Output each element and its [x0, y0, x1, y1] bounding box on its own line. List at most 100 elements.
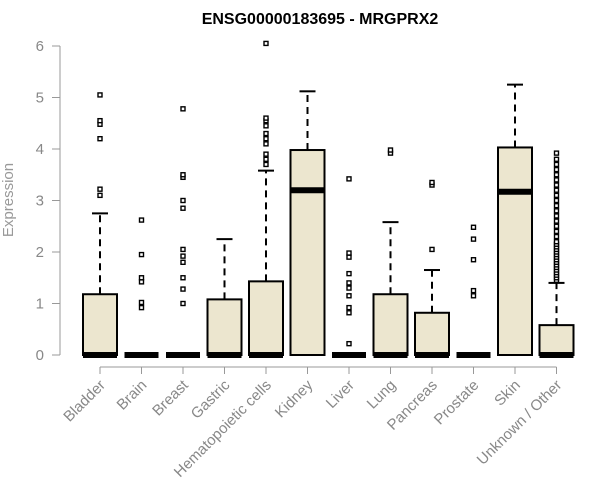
- outlier-point: [180, 253, 186, 259]
- box-body: [82, 293, 118, 357]
- chart-title: ENSG00000183695 - MRGPRX2: [202, 11, 439, 28]
- box-body: [372, 293, 409, 357]
- outlier-point: [387, 147, 394, 153]
- outlier-point: [97, 135, 103, 142]
- box-body: [289, 149, 326, 356]
- y-axis: 0 1 2 3 4 5 6: [36, 38, 61, 364]
- outlier-point: [346, 250, 352, 256]
- outlier-point: [138, 304, 145, 311]
- outlier-point: [553, 182, 560, 188]
- outlier-point: [553, 150, 560, 156]
- outlier-point: [346, 254, 352, 260]
- outlier-point: [553, 172, 560, 178]
- outlier-point: [553, 218, 560, 224]
- outlier-point: [263, 156, 269, 163]
- outlier-point: [180, 246, 186, 253]
- outlier-point: [429, 246, 435, 253]
- outlier-point: [553, 228, 560, 235]
- x-tick-label: Kidney: [272, 376, 317, 421]
- outlier-point: [346, 176, 352, 182]
- outlier-point: [553, 187, 560, 193]
- y-tick-label: 6: [36, 38, 44, 55]
- box-11: [497, 83, 533, 356]
- box-8: [372, 147, 409, 358]
- x-tick-label: Liver: [323, 377, 358, 412]
- y-tick-label: 4: [36, 141, 44, 158]
- outlier-point: [553, 161, 560, 168]
- box-series: [82, 40, 575, 358]
- box-6: [289, 90, 326, 356]
- outlier-point: [553, 156, 560, 163]
- outlier-point: [553, 177, 560, 183]
- box-7: [332, 176, 366, 358]
- outlier-point: [180, 205, 186, 211]
- outlier-point: [470, 224, 477, 230]
- box-1: [82, 92, 118, 358]
- box-body: [497, 146, 533, 356]
- outlier-point: [553, 223, 560, 229]
- box-body: [206, 298, 243, 357]
- outlier-point: [470, 293, 477, 299]
- box-10: [456, 224, 491, 358]
- outlier-point: [346, 280, 352, 286]
- outlier-point: [138, 217, 145, 223]
- outlier-point: [263, 141, 269, 147]
- outlier-point: [263, 151, 269, 157]
- box-9: [414, 179, 450, 358]
- x-tick-label: Brain: [114, 377, 151, 414]
- outlier-point: [346, 270, 352, 277]
- y-tick-label: 2: [36, 244, 44, 261]
- x-tick-label: Lung: [364, 377, 400, 413]
- outlier-point: [263, 40, 269, 47]
- outlier-point: [138, 279, 145, 285]
- outlier-point: [553, 166, 560, 173]
- outlier-point: [97, 192, 103, 199]
- y-axis-label: Expression: [0, 163, 17, 237]
- outlier-point: [263, 123, 269, 129]
- y-tick-label: 0: [36, 347, 44, 364]
- outlier-point: [346, 304, 352, 311]
- outlier-point: [97, 186, 103, 192]
- outlier-point: [553, 233, 560, 240]
- outlier-point: [97, 92, 103, 98]
- x-tick-label: Breast: [149, 376, 192, 419]
- y-tick-label: 1: [36, 296, 44, 313]
- outlier-point: [138, 275, 145, 281]
- outlier-point: [138, 299, 145, 306]
- outlier-point: [553, 238, 560, 245]
- outlier-point: [429, 179, 435, 186]
- outlier-point: [470, 287, 477, 294]
- x-tick-label: Bladder: [60, 377, 109, 426]
- outlier-point: [346, 340, 352, 347]
- outlier-point: [263, 161, 269, 168]
- y-tick-label: 3: [36, 193, 44, 210]
- box-2: [124, 217, 159, 358]
- outlier-point: [346, 293, 352, 299]
- outlier-point: [138, 251, 145, 258]
- outlier-point: [346, 310, 352, 316]
- y-tick-label: 5: [36, 90, 44, 107]
- box-body: [538, 324, 575, 357]
- outlier-point: [263, 115, 269, 121]
- x-tick-label: Skin: [491, 377, 524, 410]
- outlier-point: [553, 208, 560, 214]
- outlier-point: [346, 285, 352, 291]
- outlier-point: [180, 259, 186, 265]
- outlier-point: [553, 197, 560, 204]
- outlier-point: [470, 236, 477, 242]
- outlier-point: [263, 130, 269, 137]
- outlier-point: [180, 197, 186, 204]
- outlier-point: [180, 275, 186, 281]
- box-body: [414, 311, 450, 356]
- outlier-point: [553, 213, 560, 219]
- outlier-point: [180, 300, 186, 307]
- outlier-point: [180, 286, 186, 292]
- outlier-point: [180, 172, 186, 178]
- box-body: [248, 280, 284, 357]
- outlier-point: [263, 135, 269, 142]
- box-12: [538, 150, 575, 358]
- outlier-point: [553, 192, 560, 199]
- outlier-point: [553, 202, 560, 209]
